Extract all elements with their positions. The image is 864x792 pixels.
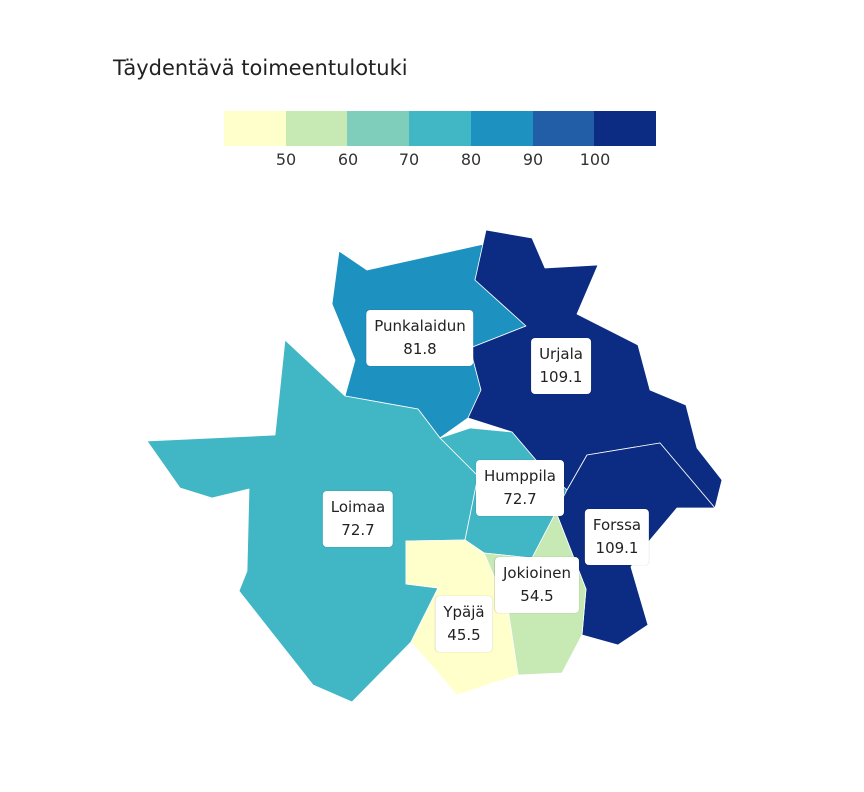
legend-tick-1: 50 [275, 150, 297, 169]
region-name: Urjala [539, 345, 583, 363]
region-name: Loimaa [330, 498, 386, 516]
label-loimaa: Loimaa 72.7 [322, 491, 394, 547]
legend-tick-4: 80 [460, 150, 482, 169]
legend-swatch-4 [409, 111, 471, 146]
region-name: Punkalaidun [374, 317, 466, 335]
region-name: Jokioinen [502, 564, 572, 582]
region-value: 72.7 [341, 521, 375, 539]
label-urjala: Urjala 109.1 [531, 338, 591, 394]
legend-swatch-1 [224, 111, 286, 146]
legend-swatch-6 [532, 111, 595, 146]
region-value: 109.1 [539, 368, 583, 386]
legend-swatch-7 [594, 111, 657, 146]
map-title: Täydentävä toimeentulotuki [113, 56, 408, 80]
region-value: 81.8 [403, 340, 437, 358]
legend-tick-6: 100 [579, 150, 611, 169]
legend-tick-3: 70 [398, 150, 420, 169]
label-jokioinen: Jokioinen 54.5 [494, 557, 580, 613]
label-ypaja: Ypäjä 45.5 [435, 596, 493, 652]
region-name: Forssa [592, 516, 642, 534]
label-humppila: Humppila 72.7 [476, 460, 564, 516]
region-value: 109.1 [595, 539, 639, 557]
color-legend [224, 111, 657, 146]
label-forssa: Forssa 109.1 [584, 509, 650, 565]
region-name: Ypäjä [443, 603, 485, 621]
region-value: 45.5 [447, 626, 481, 644]
legend-swatch-3 [347, 111, 410, 146]
legend-ticks: 50 60 70 80 90 100 [0, 150, 864, 180]
label-punkalaidun: Punkalaidun 81.8 [366, 310, 474, 366]
region-value: 54.5 [520, 587, 554, 605]
legend-swatch-5 [470, 111, 533, 146]
region-value: 72.7 [503, 490, 537, 508]
legend-swatch-2 [285, 111, 348, 146]
legend-tick-2: 60 [337, 150, 359, 169]
legend-tick-5: 90 [522, 150, 544, 169]
region-name: Humppila [484, 467, 556, 485]
